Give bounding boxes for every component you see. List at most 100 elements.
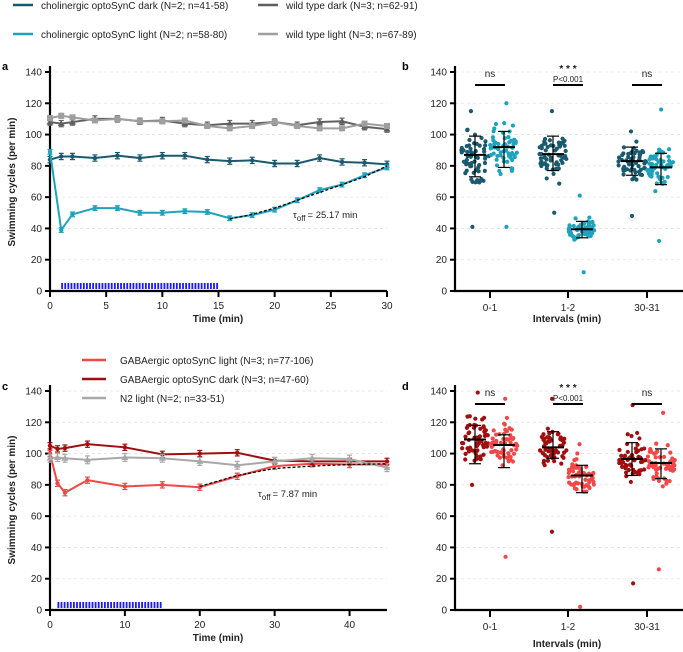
data-point xyxy=(638,167,643,172)
panel-a-fit-line xyxy=(229,165,388,220)
data-point xyxy=(158,454,166,461)
stimulus-pulse xyxy=(82,602,85,608)
data-point xyxy=(545,426,550,431)
data-point xyxy=(555,450,561,455)
data-point xyxy=(670,463,675,468)
data-point xyxy=(362,160,367,165)
stimulus-pulse xyxy=(154,283,157,289)
data-point xyxy=(510,123,515,128)
legend-c: GABAergic optoSynC light (N=3; n=77-106)… xyxy=(82,356,313,405)
data-point xyxy=(646,167,651,173)
legend-item: GABAergic optoSynC light (N=3; n=77-106) xyxy=(82,356,313,367)
stimulus-pulse xyxy=(113,283,116,289)
stimulus-pulse xyxy=(57,602,60,608)
data-point xyxy=(505,159,510,164)
data-point xyxy=(463,457,468,462)
panel-d-y-tick-label: 40 xyxy=(436,543,448,554)
x-axis-title-b: Intervals (min) xyxy=(533,314,601,325)
data-point xyxy=(629,213,635,219)
data-point xyxy=(544,176,549,181)
stimulus-pulse xyxy=(194,283,197,289)
data-point xyxy=(498,153,503,158)
panel-d-x-tick-label: 1-2 xyxy=(561,622,576,633)
data-point xyxy=(572,486,577,491)
panel-a-x-tick-label: 30 xyxy=(381,301,393,312)
panel-c-y-tick-label: 40 xyxy=(31,543,43,554)
data-point xyxy=(557,181,562,186)
data-point xyxy=(649,163,654,168)
data-point xyxy=(233,461,241,468)
stimulus-pulse xyxy=(91,602,94,608)
data-point xyxy=(91,117,98,124)
data-point xyxy=(542,161,548,166)
stimulus-pulse xyxy=(119,602,122,608)
stimulus-pulse xyxy=(128,602,131,608)
data-point xyxy=(467,430,472,435)
data-point xyxy=(508,440,513,445)
panel-d-y-tick-label: 20 xyxy=(436,574,448,585)
panel-b-significance: ns xyxy=(475,69,505,86)
data-point xyxy=(589,229,595,234)
panel-c-series-1 xyxy=(47,440,390,466)
panel-label-a: a xyxy=(2,61,9,73)
data-point xyxy=(638,468,644,473)
data-point xyxy=(508,457,513,462)
data-point xyxy=(137,210,143,215)
data-point xyxy=(62,490,68,495)
data-point xyxy=(159,118,166,125)
data-point xyxy=(493,121,499,127)
panel-d-significance: ns xyxy=(632,388,662,405)
data-point xyxy=(619,453,624,458)
data-point xyxy=(294,161,300,166)
significance-label: ns xyxy=(485,69,496,80)
data-point xyxy=(619,464,625,470)
data-point xyxy=(481,424,486,429)
data-point xyxy=(92,205,98,211)
data-point xyxy=(506,134,511,140)
data-point xyxy=(235,450,240,455)
panel-b-y-tick-label: 120 xyxy=(430,99,447,110)
data-point xyxy=(617,457,622,463)
data-point xyxy=(624,474,629,479)
data-point xyxy=(196,457,204,464)
data-point xyxy=(470,448,475,453)
data-point xyxy=(504,224,509,229)
data-point xyxy=(643,458,648,463)
data-point xyxy=(634,139,639,144)
panel-d-y-tick-label: 100 xyxy=(430,449,447,460)
data-point xyxy=(634,470,639,475)
data-point xyxy=(552,459,557,464)
stimulus-pulse xyxy=(67,283,70,289)
stimulus-pulse xyxy=(172,283,175,289)
legend-item: N2 light (N=2; n=33-51) xyxy=(82,394,225,405)
panel-d-group-5 xyxy=(645,410,677,572)
data-point xyxy=(505,437,511,442)
significance-label: ns xyxy=(485,388,496,399)
data-point xyxy=(657,147,662,152)
data-point xyxy=(383,464,391,471)
legend-item: cholinergic optoSynC dark (N=2; n=41-58) xyxy=(13,1,228,12)
data-point xyxy=(541,432,546,437)
data-point xyxy=(666,147,672,152)
data-point xyxy=(628,129,634,134)
stimulus-pulse xyxy=(79,602,81,608)
data-point xyxy=(543,148,548,153)
data-point xyxy=(503,554,508,559)
data-point xyxy=(468,146,473,151)
legend-label: wild type light (N=3; n=67-89) xyxy=(285,30,417,41)
data-point xyxy=(647,157,652,162)
data-point xyxy=(59,227,64,233)
stimulus-pulse xyxy=(70,283,73,289)
panel-b-y-tick-label: 0 xyxy=(441,287,447,298)
data-point xyxy=(629,433,634,439)
data-point xyxy=(182,153,187,158)
data-point xyxy=(570,469,576,474)
data-point xyxy=(566,474,571,480)
legend-label: wild type dark (N=3; n=62-91) xyxy=(285,1,418,12)
data-point xyxy=(338,117,346,124)
data-point xyxy=(503,396,508,401)
data-point xyxy=(317,187,322,193)
data-point xyxy=(581,270,586,275)
data-point xyxy=(571,223,576,229)
stimulus-pulse xyxy=(169,283,172,289)
